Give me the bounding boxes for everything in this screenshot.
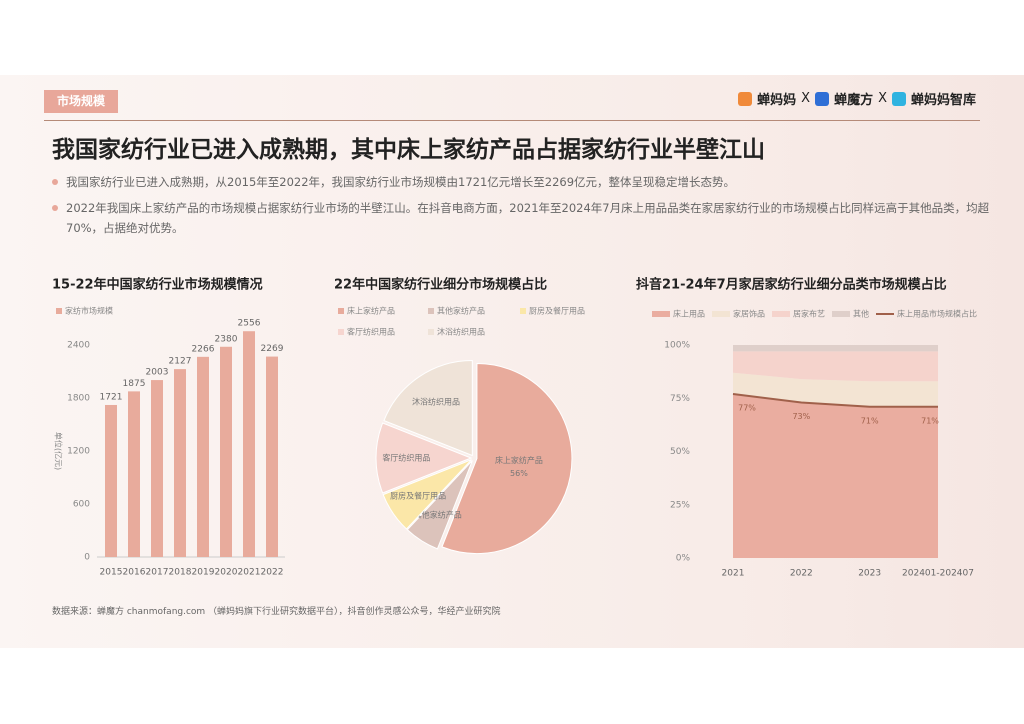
x-tick-label: 2018 <box>169 568 192 578</box>
y-tick-label: 50% <box>670 447 690 457</box>
pie-slice <box>441 363 573 554</box>
y-tick-label: 0% <box>676 554 691 564</box>
pie-slice <box>382 459 472 530</box>
legend-swatch <box>520 308 526 314</box>
line <box>732 392 938 408</box>
legend-label: 居家布艺 <box>793 309 825 319</box>
y-tick-label: 75% <box>670 394 690 404</box>
bullet: 2022年我国床上家纺产品的市场规模占据家纺行业市场的半壁江山。在抖音电商方面，… <box>52 198 996 238</box>
bar <box>220 346 232 557</box>
separator: X <box>801 91 811 106</box>
bar <box>266 356 278 557</box>
y-tick-label: 2400 <box>67 341 90 351</box>
y-tick-label: 1800 <box>67 394 90 404</box>
x-tick-label: 2021 <box>722 569 745 579</box>
y-tick-label: 25% <box>670 500 690 510</box>
x-tick-label: 202401-202407 <box>902 569 974 579</box>
data-label: 2269 <box>261 344 284 354</box>
brand: 蝉妈妈智库 <box>910 93 976 108</box>
pie-slice <box>383 360 473 457</box>
data-label: 73% <box>792 412 810 421</box>
slice-label: 沐浴纺织用品 <box>412 397 460 407</box>
pie-slice <box>406 460 473 550</box>
logo-icon <box>815 91 830 106</box>
chart-title: 22年中国家纺行业细分市场规模占比 <box>334 277 547 293</box>
area <box>733 345 938 352</box>
y-tick-label: 1200 <box>67 447 90 457</box>
logo-icon <box>738 91 753 106</box>
bar <box>174 369 186 557</box>
brand: 蝉魔方 <box>834 93 874 108</box>
legend-swatch <box>712 311 730 317</box>
y-tick-label: 100% <box>664 341 690 351</box>
legend-label: 床上家纺产品 <box>347 306 395 316</box>
legend-swatch <box>338 308 344 314</box>
legend-swatch <box>428 329 434 335</box>
x-tick-label: 2022 <box>261 568 284 578</box>
legend-label: 客厅纺织用品 <box>347 327 395 337</box>
legend-swatch <box>338 329 344 335</box>
legend-label: 沐浴纺织用品 <box>437 327 485 337</box>
x-tick-label: 2017 <box>146 568 169 578</box>
brand-logos: 蝉妈妈 X 蝉魔方 X 蝉妈妈智库 <box>738 89 976 108</box>
x-tick-label: 2016 <box>123 568 146 578</box>
y-tick-label: 0 <box>84 553 90 563</box>
y-tick-label: 600 <box>73 500 90 510</box>
data-label: 1875 <box>123 379 146 389</box>
x-tick-label: 2015 <box>100 568 123 578</box>
x-tick-label: 2021 <box>238 568 261 578</box>
data-label: 77% <box>738 403 756 412</box>
chart-title: 抖音21-24年7月家居家纺行业细分品类市场规模占比 <box>636 277 947 293</box>
data-label: 71% <box>921 416 939 425</box>
x-tick-label: 2019 <box>192 568 215 578</box>
data-label: 2127 <box>169 357 192 367</box>
x-tick-label: 2023 <box>858 569 881 579</box>
bar <box>197 356 209 557</box>
x-tick-label: 2020 <box>215 568 238 578</box>
pie-slice <box>375 422 473 494</box>
area <box>733 393 938 558</box>
bar <box>243 331 255 557</box>
legend-label: 家纺市场规模 <box>65 306 113 316</box>
slice-value: 56% <box>510 469 528 478</box>
data-label: 1721 <box>100 392 123 402</box>
brand: 蝉妈妈 <box>757 93 797 108</box>
legend-label: 床上用品 <box>673 309 705 319</box>
bullet: 我国家纺行业已进入成熟期，从2015年至2022年，我国家纺行业市场规模由172… <box>52 172 996 192</box>
bar <box>128 391 140 557</box>
legend-label: 家居饰品 <box>733 309 765 319</box>
data-label: 2266 <box>192 344 215 354</box>
legend-label: 厨房及餐厅用品 <box>529 306 585 316</box>
legend-swatch <box>428 308 434 314</box>
separator: X <box>878 91 887 106</box>
data-label: 2003 <box>146 368 169 378</box>
legend-label: 其他 <box>853 309 869 319</box>
logo-icon <box>891 91 906 106</box>
data-label: 2556 <box>238 319 261 329</box>
data-label: 71% <box>861 416 879 425</box>
legend-swatch <box>56 308 62 314</box>
bar <box>151 380 163 557</box>
section-tag: 市场规模 <box>44 90 118 113</box>
chart-title: 15-22年中国家纺行业市场规模情况 <box>52 277 263 293</box>
legend-label: 床上用品市场规模占比 <box>897 309 977 319</box>
source-note: 数据来源：蝉魔方 chanmofang.com （蝉妈妈旗下行业研究数据平台），… <box>52 607 501 617</box>
legend-swatch <box>832 311 850 317</box>
slice-label: 客厅纺织用品 <box>382 453 430 463</box>
legend-label: 其他家纺产品 <box>437 306 485 316</box>
data-label: 2380 <box>215 334 238 344</box>
legend-swatch <box>652 311 670 317</box>
y-axis-label: 单位(亿元) <box>54 432 64 470</box>
bar <box>105 404 117 557</box>
x-tick-label: 2022 <box>790 569 813 579</box>
page-title: 我国家纺行业已进入成熟期，其中床上家纺产品占据家纺行业半壁江山 <box>52 137 765 163</box>
area <box>733 351 938 382</box>
legend-swatch <box>772 311 790 317</box>
slice-label: 其他家纺产品 <box>414 510 462 520</box>
divider <box>44 120 980 121</box>
slice-label: 厨房及餐厅用品 <box>390 490 446 500</box>
slice-label: 床上家纺产品 <box>495 455 543 465</box>
